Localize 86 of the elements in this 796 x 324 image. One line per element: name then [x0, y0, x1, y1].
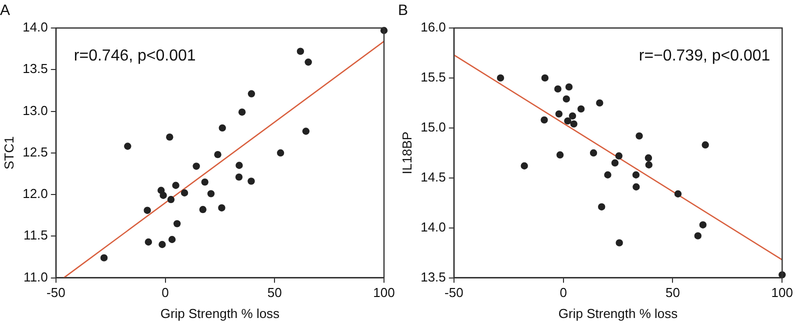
point	[596, 99, 604, 107]
point	[158, 240, 166, 248]
y-tick-label: 12.5	[22, 144, 48, 160]
point	[611, 159, 619, 166]
x-tick-label: 100	[771, 285, 794, 300]
point	[201, 178, 208, 186]
point	[248, 90, 256, 98]
x-axis-title: Grip Strength % loss	[160, 306, 280, 321]
point	[645, 161, 652, 168]
annotation: r=0.746, p<0.001	[74, 47, 196, 64]
y-tick-label: 13.5	[22, 61, 48, 76]
point	[540, 116, 548, 124]
y-tick-label: 14.0	[22, 20, 48, 35]
point	[598, 203, 606, 210]
point	[496, 74, 504, 82]
y-tick-label: 13.0	[22, 102, 48, 118]
point	[562, 95, 570, 103]
y-tick-label: 16.0	[420, 20, 446, 35]
x-axis-title: Grip Strength % loss	[558, 306, 678, 321]
point	[218, 204, 226, 212]
x-tick-label: -50	[444, 285, 464, 300]
y-tick-label: 11.0	[24, 269, 48, 284]
annotation: r=−0.739, p<0.001	[638, 47, 770, 64]
point	[172, 182, 180, 189]
y-axis-title: IL18BP	[399, 132, 414, 174]
point	[144, 238, 152, 246]
point	[235, 173, 243, 181]
x-tick-label: 100	[373, 285, 395, 300]
point	[615, 152, 623, 160]
point	[604, 171, 612, 178]
point	[144, 206, 151, 214]
x-tick-label: 50	[267, 285, 282, 300]
x-tick-label: -50	[46, 285, 66, 300]
y-axis-title: STC1	[1, 136, 16, 170]
point	[218, 124, 226, 132]
point	[555, 110, 563, 118]
y-tick-label: 12.0	[22, 186, 48, 202]
point	[564, 117, 572, 125]
point	[636, 132, 643, 140]
point	[160, 192, 167, 199]
point	[699, 221, 707, 228]
y-tick-label: 11.5	[24, 228, 48, 243]
point	[168, 236, 176, 244]
point	[124, 142, 132, 150]
x-tick-label: 0	[560, 285, 567, 300]
point	[100, 254, 108, 262]
point	[248, 178, 255, 185]
point	[702, 141, 709, 149]
point	[520, 162, 528, 170]
chart-title: A	[0, 2, 10, 20]
point	[276, 149, 284, 156]
point	[302, 128, 310, 135]
point	[296, 48, 304, 55]
point	[236, 162, 243, 169]
point	[166, 133, 174, 141]
point	[541, 74, 549, 82]
point	[199, 206, 206, 214]
point	[214, 150, 222, 158]
point	[556, 151, 564, 158]
point	[616, 239, 623, 246]
point	[180, 189, 188, 196]
point	[590, 149, 598, 156]
point	[674, 190, 682, 198]
point	[554, 85, 562, 93]
point	[192, 162, 200, 170]
point	[167, 196, 175, 204]
y-tick-label: 14.0	[420, 219, 446, 234]
x-tick-label: 50	[666, 285, 680, 300]
point	[568, 112, 576, 120]
y-tick-label: 14.5	[420, 169, 446, 184]
point	[207, 190, 215, 198]
point	[577, 105, 585, 113]
point	[304, 58, 312, 66]
point	[173, 220, 181, 228]
y-tick-label: 15.5	[420, 70, 446, 85]
y-tick-label: 13.5	[420, 269, 446, 284]
point	[632, 171, 640, 178]
chart-title: B	[398, 2, 408, 20]
y-tick-label: 15.0	[420, 120, 446, 134]
point	[644, 154, 652, 162]
x-tick-label: 0	[162, 285, 169, 300]
point	[570, 120, 578, 128]
point	[632, 183, 640, 190]
point	[694, 232, 702, 240]
point	[238, 108, 246, 116]
point	[565, 83, 573, 91]
